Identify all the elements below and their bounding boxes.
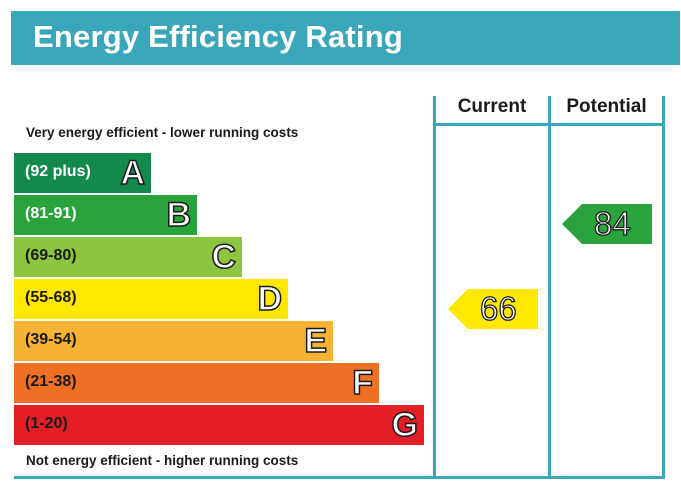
title-bar: Energy Efficiency Rating: [11, 11, 680, 65]
band-letter-label: G: [391, 405, 419, 445]
band-e: (39-54) E: [14, 321, 333, 361]
caption-very-efficient: Very energy efficient - lower running co…: [26, 125, 299, 140]
frame-right-line: [662, 96, 665, 479]
band-range-label: (92 plus): [25, 163, 91, 180]
band-g: (1-20) G: [14, 405, 424, 445]
band-letter-label: C: [211, 237, 237, 277]
potential-rating-arrow: 84: [562, 204, 652, 244]
band-letter-label: F: [351, 363, 373, 403]
current-rating-arrow: 66: [448, 289, 538, 329]
frame-bottom-line: [14, 476, 665, 479]
band-c: (69-80) C: [14, 237, 242, 277]
frame-left-line: [433, 96, 436, 479]
band-range-label: (21-38): [25, 373, 77, 390]
band-b: (81-91) B: [14, 195, 197, 235]
current-rating-arrow-shape: [448, 289, 538, 329]
band-letter-label: E: [304, 321, 328, 361]
potential-column-header: Potential: [566, 96, 647, 117]
band-range-label: (55-68): [25, 289, 77, 306]
band-letter-label: B: [166, 195, 192, 235]
current-column-header: Current: [457, 96, 527, 117]
band-range-label: (69-80): [25, 247, 77, 264]
band-range-label: (39-54): [25, 331, 77, 348]
chart-title: Energy Efficiency Rating: [33, 19, 404, 54]
current-rating-arrow-value: 66: [479, 290, 517, 327]
band-letter-label: D: [257, 279, 283, 319]
band-f: (21-38) F: [14, 363, 379, 403]
band-letter-label: A: [120, 153, 146, 193]
frame-header-line: [433, 123, 665, 126]
frame-middle-line: [548, 96, 551, 479]
band-d: (55-68) D: [14, 279, 288, 319]
band-range-label: (81-91): [25, 205, 77, 222]
band-a: (92 plus) A: [14, 153, 151, 193]
potential-rating-arrow-value: 84: [593, 205, 631, 242]
potential-rating-arrow-shape: [562, 204, 652, 244]
band-range-label: (1-20): [25, 415, 68, 432]
caption-not-efficient: Not energy efficient - higher running co…: [26, 453, 299, 468]
